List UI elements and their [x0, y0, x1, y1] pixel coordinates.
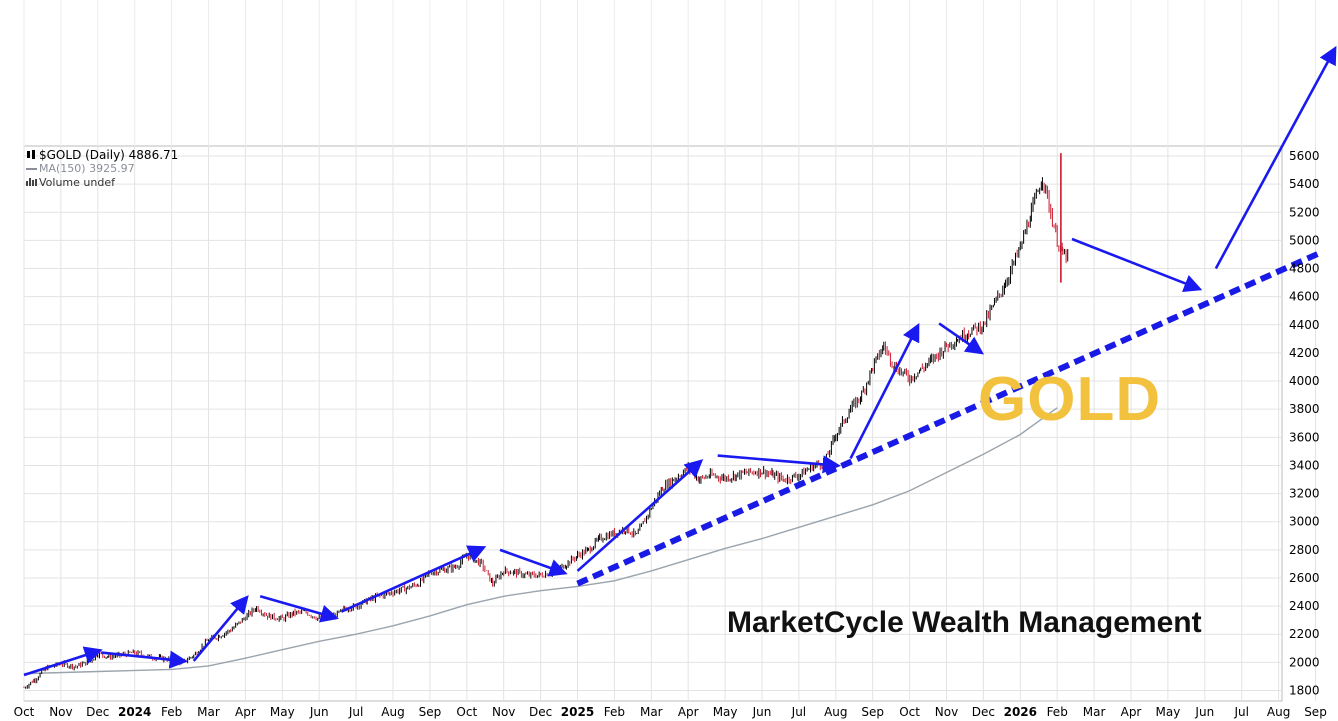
y-tick-label: 3800 [1289, 402, 1320, 416]
x-tick-label: Oct [899, 705, 920, 719]
trend-arrow [938, 322, 984, 355]
x-tick-label: Jul [348, 705, 363, 719]
x-tick-label: Aug [381, 705, 404, 719]
ma150-line [23, 407, 1058, 675]
trend-arrow [192, 595, 249, 662]
x-tick-label: Feb [1047, 705, 1068, 719]
y-tick-label: 1800 [1289, 684, 1320, 698]
y-tick-label: 3200 [1289, 487, 1320, 501]
legend-symbol: $GOLD (Daily) 4886.71 [39, 148, 179, 162]
x-tick-label: Nov [49, 705, 72, 719]
x-tick-label: May [713, 705, 738, 719]
x-tick-label: Jul [1233, 705, 1248, 719]
grid-layer [23, 0, 1316, 701]
x-tick-label: Mar [1083, 705, 1106, 719]
ma-layer [23, 407, 1058, 675]
x-tick-label: Nov [492, 705, 515, 719]
x-tick-label: Sep [419, 705, 442, 719]
y-tick-label: 2800 [1289, 543, 1320, 557]
line-icon [26, 162, 37, 176]
x-tick-label: Oct [14, 705, 35, 719]
x-tick-label: Mar [197, 705, 220, 719]
x-tick-label: Nov [935, 705, 958, 719]
x-tick-label: Dec [972, 705, 995, 719]
x-tick-label: Feb [161, 705, 182, 719]
y-tick-label: 4400 [1289, 318, 1320, 332]
trend-arrow [717, 454, 841, 474]
x-tick-label: 2024 [118, 705, 151, 719]
legend-volume: Volume undef [39, 176, 115, 189]
x-tick-label: Jun [1194, 705, 1214, 719]
x-tick-label: Sep [861, 705, 884, 719]
y-tick-label: 3000 [1289, 515, 1320, 529]
x-tick-label: Aug [824, 705, 847, 719]
trend-arrow [1214, 45, 1337, 270]
y-axis: 1800 2000 2200 2400 2600 2800 3000 3200 3400 3600… [1289, 149, 1320, 698]
y-tick-label: 3400 [1289, 458, 1320, 472]
y-tick-label: 5400 [1289, 177, 1320, 191]
x-tick-label: May [1155, 705, 1180, 719]
y-tick-label: 2600 [1289, 571, 1320, 585]
x-tick-label: Jun [752, 705, 772, 719]
x-tick-label: Dec [529, 705, 552, 719]
x-tick-label: May [270, 705, 295, 719]
annotation-layer [23, 45, 1337, 677]
x-tick-label: Dec [86, 705, 109, 719]
y-tick-label: 3600 [1289, 430, 1320, 444]
brand-watermark: MarketCycle Wealth Management [727, 606, 1202, 639]
x-tick-label: Feb [604, 705, 625, 719]
y-tick-label: 4800 [1289, 262, 1320, 276]
y-tick-label: 5600 [1289, 149, 1320, 163]
x-tick-label: 2026 [1004, 705, 1037, 719]
trend-arrow [1071, 237, 1203, 292]
trend-arrow [101, 650, 188, 669]
legend-ma: MA(150) 3925.97 [39, 162, 135, 175]
candlestick-icon [26, 148, 37, 162]
y-tick-label: 5200 [1289, 205, 1320, 219]
x-tick-label: Apr [678, 705, 699, 719]
x-tick-label: Apr [1121, 705, 1142, 719]
trend-arrow [499, 548, 568, 577]
trend-arrow [259, 595, 339, 623]
chart-legend: $GOLD (Daily) 4886.71 MA(150) 3925.97 Vo… [26, 148, 178, 190]
x-tick-label: Oct [456, 705, 477, 719]
trend-arrow [340, 545, 487, 613]
gold-watermark-title: GOLD [978, 365, 1162, 434]
y-tick-label: 5000 [1289, 233, 1320, 247]
y-tick-label: 2000 [1289, 655, 1320, 669]
trend-arrow [23, 646, 103, 677]
trend-arrow [576, 459, 704, 572]
y-tick-label: 4000 [1289, 374, 1320, 388]
x-tick-label: Apr [235, 705, 256, 719]
x-axis: Oct Nov Dec 2024 Feb Mar Apr May Jun Jul Aug Sep Oct… [14, 705, 1327, 719]
bar-icon [26, 176, 37, 190]
x-tick-label: 2025 [561, 705, 594, 719]
x-tick-label: Aug [1267, 705, 1290, 719]
x-tick-label: Mar [640, 705, 663, 719]
y-tick-label: 2400 [1289, 599, 1320, 613]
y-tick-label: 2200 [1289, 627, 1320, 641]
y-tick-label: 4600 [1289, 290, 1320, 304]
x-tick-label: Jun [309, 705, 329, 719]
y-tick-label: 4200 [1289, 346, 1320, 360]
x-tick-label: Jul [791, 705, 806, 719]
x-tick-label: Sep [1304, 705, 1327, 719]
trend-arrow [849, 322, 920, 460]
